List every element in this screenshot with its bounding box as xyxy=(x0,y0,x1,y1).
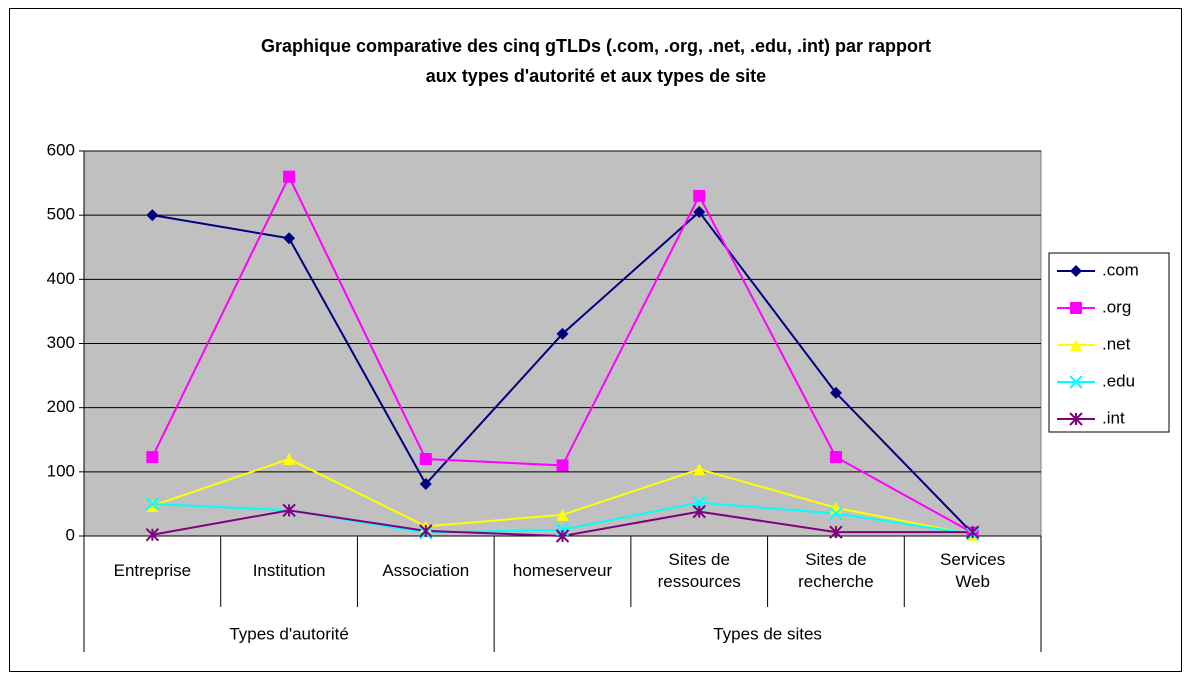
marker xyxy=(1069,375,1083,389)
marker xyxy=(419,524,433,538)
legend-label: .com xyxy=(1102,260,1139,279)
marker xyxy=(1070,265,1082,277)
marker xyxy=(146,451,159,464)
x-tick-label: Association xyxy=(382,561,469,580)
marker xyxy=(829,525,843,539)
marker xyxy=(829,506,843,521)
marker xyxy=(145,497,160,511)
marker xyxy=(555,529,570,543)
marker xyxy=(419,453,432,465)
marker xyxy=(146,499,159,512)
x-tick-label: Services Web xyxy=(940,550,1005,591)
marker xyxy=(693,189,706,202)
y-tick-label: 600 xyxy=(47,140,75,159)
legend-label: .net xyxy=(1102,334,1131,353)
marker xyxy=(145,528,160,542)
y-tick-label: 500 xyxy=(47,205,75,224)
y-tick-label: 200 xyxy=(47,397,75,416)
marker xyxy=(283,453,296,465)
y-tick-label: 0 xyxy=(66,525,75,544)
marker xyxy=(829,451,842,464)
marker xyxy=(283,170,296,183)
marker xyxy=(556,508,569,521)
y-tick-label: 100 xyxy=(47,461,75,480)
marker xyxy=(282,503,296,518)
x-tick-label: homeserveur xyxy=(513,561,613,580)
x-tick-label: Sites de recherche xyxy=(798,550,874,591)
marker xyxy=(556,459,569,472)
marker xyxy=(692,504,706,519)
marker xyxy=(693,205,706,218)
marker xyxy=(829,386,842,399)
marker xyxy=(1070,339,1082,351)
legend xyxy=(1048,252,1170,433)
x-tick-label: Institution xyxy=(253,561,326,580)
legend-label: .edu xyxy=(1102,371,1135,390)
marker xyxy=(1070,302,1082,314)
legend-label: .org xyxy=(1102,297,1131,316)
marker xyxy=(965,525,980,539)
group-label: Types de sites xyxy=(713,624,822,643)
group-label: Types d'autorité xyxy=(229,624,348,643)
chart-title: Graphique comparative des cinq gTLDs (.c… xyxy=(261,36,931,86)
marker xyxy=(555,522,570,537)
marker xyxy=(419,478,432,491)
x-tick-label: Entreprise xyxy=(114,561,191,580)
marker xyxy=(146,209,159,222)
marker xyxy=(693,463,706,476)
legend-label: .int xyxy=(1102,408,1125,427)
marker xyxy=(1069,412,1083,426)
y-tick-label: 300 xyxy=(47,333,75,352)
x-tick-label: Sites de ressources xyxy=(658,550,741,591)
marker xyxy=(283,232,296,245)
marker xyxy=(556,327,569,340)
y-tick-label: 400 xyxy=(47,269,75,288)
